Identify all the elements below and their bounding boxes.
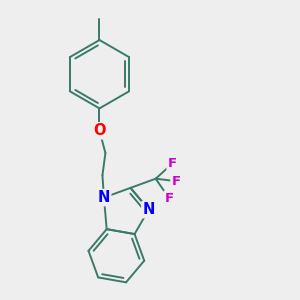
Text: N: N	[142, 202, 155, 217]
Text: N: N	[98, 190, 110, 205]
Text: N: N	[142, 202, 155, 217]
Text: F: F	[171, 175, 180, 188]
Text: O: O	[93, 123, 106, 138]
Text: F: F	[164, 191, 174, 205]
Text: O: O	[93, 123, 106, 138]
Text: F: F	[167, 158, 177, 170]
Text: N: N	[98, 190, 110, 205]
